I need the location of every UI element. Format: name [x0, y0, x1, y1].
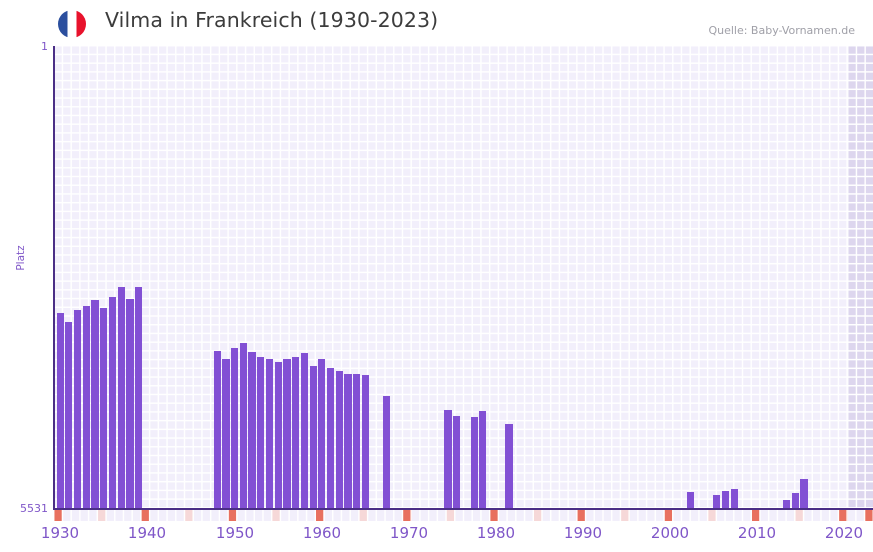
bar — [444, 410, 452, 509]
bar — [117, 287, 125, 509]
plot-area — [54, 46, 873, 509]
bar — [344, 374, 352, 509]
page-title: Vilma in Frankreich (1930-2023) — [105, 8, 439, 32]
x-axis-tick-label: 2020 — [824, 524, 864, 542]
bar — [479, 411, 487, 509]
bar — [257, 357, 265, 509]
bar — [300, 353, 309, 509]
bar — [730, 489, 738, 509]
france-flag-icon — [58, 10, 86, 38]
bar — [318, 359, 326, 509]
x-axis-tick-label: 2010 — [737, 524, 777, 542]
shaded-region-gridlines — [847, 46, 873, 509]
x-axis-tick-label: 1940 — [127, 524, 167, 542]
x-axis-tick-strip — [54, 510, 873, 521]
bar — [353, 374, 361, 509]
bar — [687, 492, 695, 509]
bar — [91, 300, 99, 509]
bar — [126, 299, 134, 509]
bar — [100, 308, 108, 509]
y-axis-tick-top: 1 — [41, 40, 48, 53]
bar — [327, 368, 335, 509]
bar — [721, 491, 730, 509]
bar — [108, 297, 117, 509]
bar — [505, 424, 513, 509]
bar — [135, 287, 143, 509]
bar — [222, 359, 230, 509]
bar — [56, 313, 64, 509]
x-axis-tick-label: 1960 — [302, 524, 342, 542]
bar — [248, 352, 256, 509]
chart-header: Vilma in Frankreich (1930-2023) Quelle: … — [0, 0, 873, 44]
bar — [713, 495, 721, 509]
y-axis-tick-bottom: 5531 — [20, 502, 48, 515]
plot-gridlines — [54, 46, 873, 509]
source-attribution: Quelle: Baby-Vornamen.de — [708, 24, 855, 37]
x-axis-tick-label: 2000 — [650, 524, 690, 542]
bar-series — [54, 46, 873, 509]
x-axis-tick-label: 1990 — [563, 524, 603, 542]
bar — [361, 375, 370, 509]
bar — [470, 417, 478, 509]
bar — [783, 500, 791, 509]
x-axis-tick-labels: 1930 1940 1950 1960 1970 1980 1990 2000 2010 2020 — [0, 524, 873, 550]
shaded-recent-years-region — [847, 46, 873, 509]
bar — [65, 322, 73, 509]
bar — [265, 359, 274, 509]
bar — [73, 310, 82, 509]
bar — [791, 493, 799, 509]
bar — [800, 479, 808, 509]
bar — [213, 351, 221, 509]
bar — [383, 396, 391, 509]
bar — [274, 362, 282, 509]
bar — [82, 306, 90, 509]
bar — [335, 371, 343, 509]
x-axis-line — [53, 508, 873, 510]
x-axis-tick-label: 1970 — [389, 524, 429, 542]
x-axis-tick-label: 1980 — [476, 524, 516, 542]
bar — [239, 343, 247, 509]
y-axis-title: Platz — [15, 245, 27, 271]
bar — [292, 357, 300, 509]
bar — [453, 416, 461, 509]
bar — [309, 366, 317, 509]
bar — [231, 348, 239, 509]
bar — [283, 359, 291, 509]
tick-strip-gridlines — [54, 510, 873, 521]
x-axis-tick-label: 1930 — [40, 524, 80, 542]
y-axis-line — [53, 46, 55, 510]
x-axis-tick-label: 1950 — [215, 524, 255, 542]
